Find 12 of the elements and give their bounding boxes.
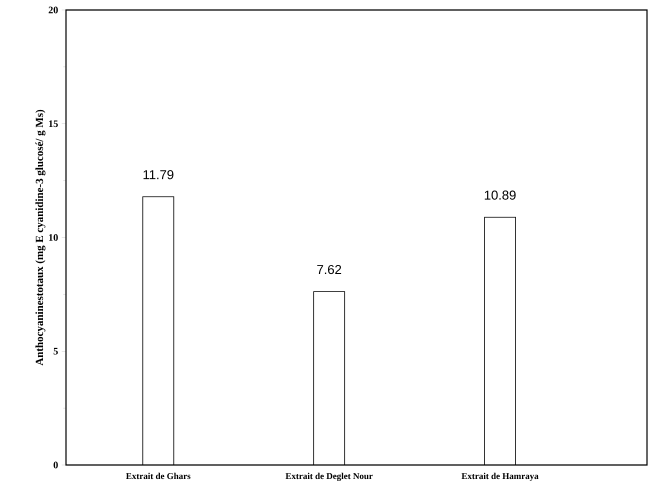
y-tick-label: 20 [48, 6, 58, 14]
data-label: 11.79 [144, 170, 174, 180]
y-tick-label: 0 [54, 462, 58, 468]
y-tick-label: 10 [49, 234, 58, 241]
y-tick-label: 5 [54, 348, 58, 355]
x-tick-label: Extrait de Deglet Nour [286, 472, 373, 481]
y-axis-title: Anthocyaninestotaux (mg E cyanidine-3 glucosé/ g Ms) [35, 110, 46, 366]
x-tick-label: Extrait de Hamraya [462, 472, 539, 481]
x-tick-label: Extrait de Ghars [126, 472, 190, 480]
data-label: 7.62 [317, 264, 342, 274]
data-label: 10.89 [484, 190, 516, 200]
y-tick-label: 15 [49, 120, 58, 128]
